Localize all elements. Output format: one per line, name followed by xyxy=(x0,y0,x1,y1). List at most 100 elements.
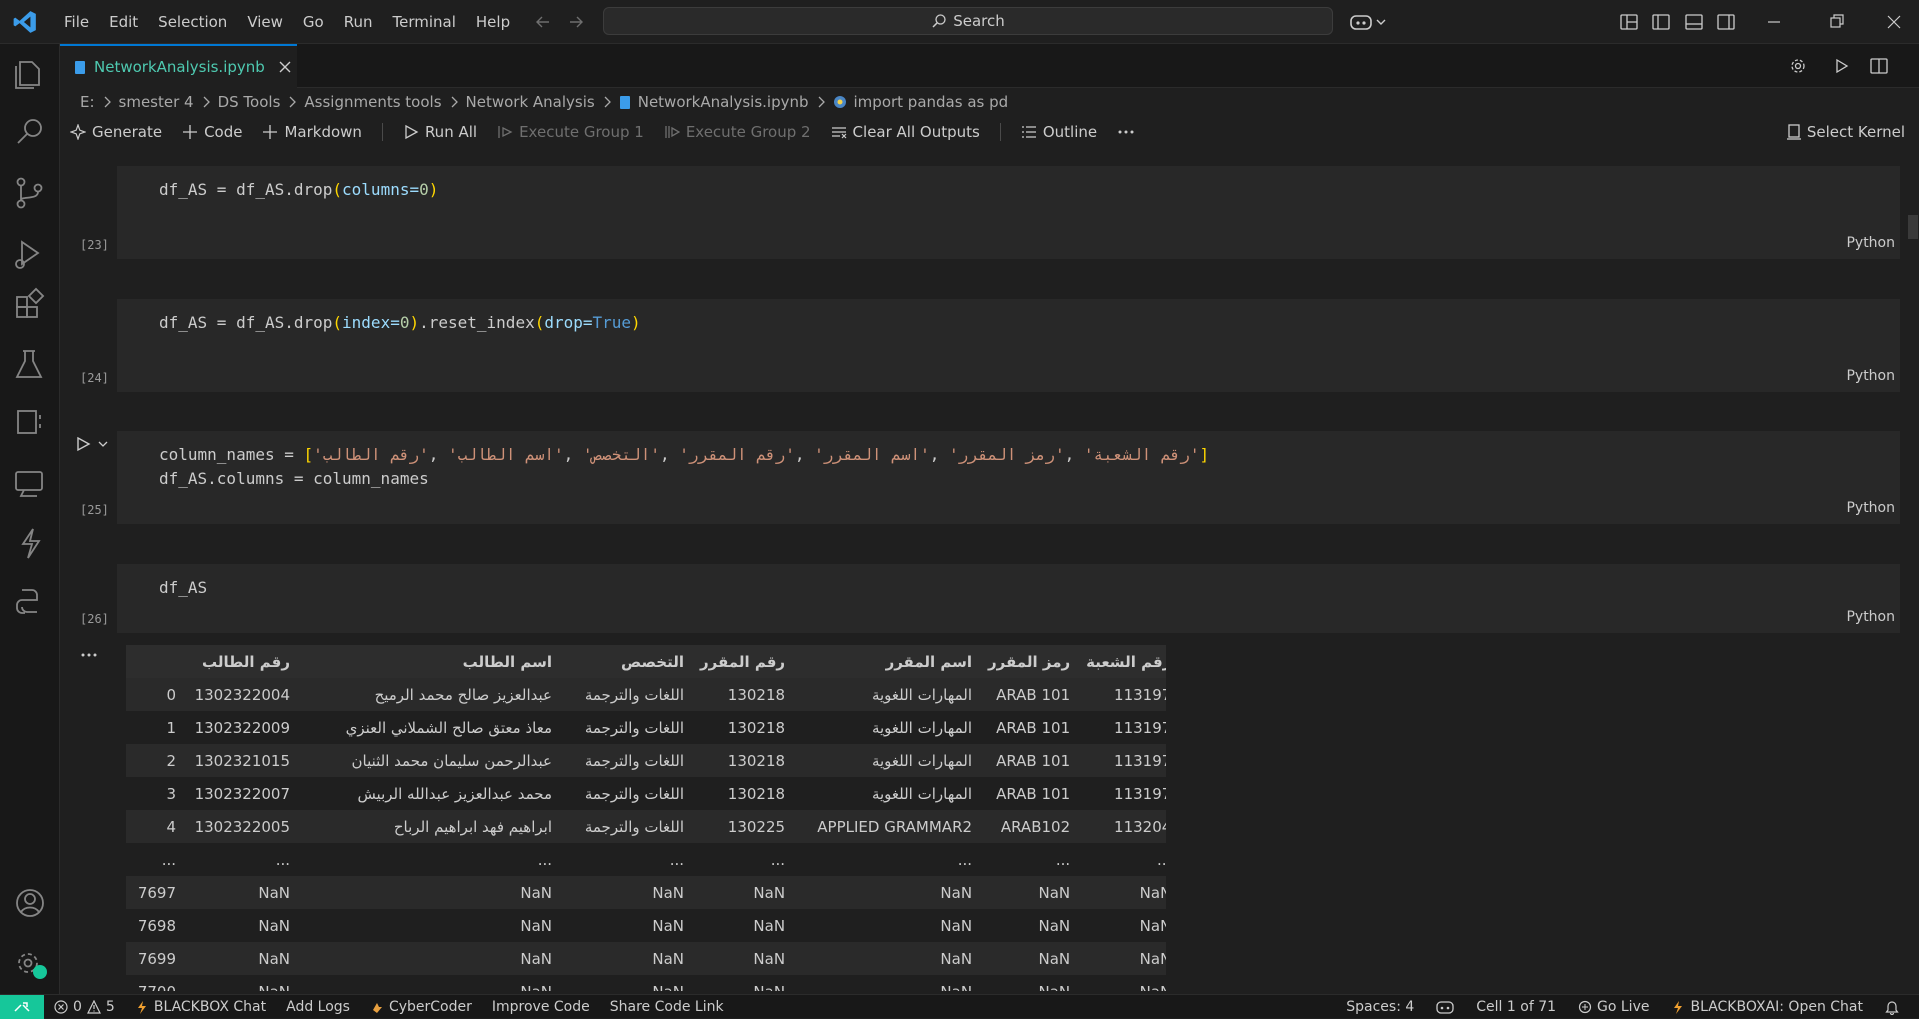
table-cell: 1302321015 xyxy=(194,751,290,770)
more-actions[interactable] xyxy=(1117,129,1135,135)
breadcrumb[interactable]: smester 4 xyxy=(118,93,194,111)
toolbar-button[interactable]: Outline xyxy=(1021,123,1097,141)
python-icon[interactable] xyxy=(16,589,38,614)
settings-icon[interactable] xyxy=(18,953,38,973)
layout-icon xyxy=(1685,14,1703,30)
menu-item[interactable]: File xyxy=(64,13,90,31)
extensions-icon[interactable] xyxy=(16,296,28,308)
notebook-icon[interactable] xyxy=(17,410,37,434)
scm-icon[interactable] xyxy=(20,186,39,201)
status-item[interactable]: BLACKBOX Chat xyxy=(135,999,266,1015)
menu-item[interactable]: Selection xyxy=(158,13,228,31)
testing-icon[interactable] xyxy=(15,350,43,378)
menu-item[interactable]: View xyxy=(247,13,283,31)
back-button[interactable] xyxy=(535,14,551,30)
breadcrumb[interactable]: NetworkAnalysis.ipynb xyxy=(637,93,809,111)
menu-item[interactable]: Run xyxy=(343,13,373,31)
copilot-status[interactable] xyxy=(1436,1000,1454,1014)
breadcrumb[interactable]: Network Analysis xyxy=(465,93,595,111)
icon-group xyxy=(15,61,45,973)
table-cell: NaN xyxy=(793,975,980,992)
debug-icon[interactable] xyxy=(15,259,25,269)
toolbar-button[interactable]: Code xyxy=(182,123,242,141)
remote-indicator[interactable] xyxy=(0,995,44,1019)
breadcrumb[interactable]: DS Tools xyxy=(217,93,281,111)
toolbar-button[interactable]: Execute Group 1 xyxy=(497,123,644,141)
scrollbar-thumb[interactable] xyxy=(1908,215,1918,239)
status-label: Spaces: 4 xyxy=(1346,999,1415,1015)
table-cell: ARAB102 xyxy=(1000,817,1071,836)
toolbar-button[interactable]: Run All xyxy=(403,123,477,141)
settings-icon[interactable] xyxy=(23,958,33,968)
code-cell[interactable]: df_AS = df_AS.drop(columns=0) xyxy=(117,166,1900,259)
layout-controls[interactable] xyxy=(1620,13,1736,31)
toolbar-button[interactable]: Execute Group 2 xyxy=(664,123,811,141)
status-item[interactable]: Improve Code xyxy=(492,999,590,1015)
toolbar-button[interactable]: Generate xyxy=(70,123,162,141)
blackbox-icon[interactable] xyxy=(21,528,41,559)
forward-button[interactable] xyxy=(568,14,584,30)
window-controls[interactable] xyxy=(1768,13,1908,31)
code-token: df_AS.columns = column_names xyxy=(159,469,429,488)
toolbar-label: Generate xyxy=(92,123,163,141)
account-icon[interactable] xyxy=(24,893,36,905)
status-left: 0 5 BLACKBOX Chat Add Logs CyberCoder Improve… xyxy=(54,995,724,1019)
scm-icon[interactable] xyxy=(33,183,43,193)
status-item[interactable]: CyberCoder xyxy=(370,999,472,1015)
breadcrumb[interactable]: import pandas as pd xyxy=(853,93,1009,111)
breadcrumb[interactable]: Assignments tools xyxy=(304,93,442,111)
explorer-icon[interactable] xyxy=(15,61,40,89)
extensions-icon[interactable] xyxy=(27,287,45,305)
account-icon[interactable] xyxy=(20,906,40,913)
extensions-icon[interactable] xyxy=(16,306,28,318)
toolbar-button[interactable]: Markdown xyxy=(262,123,362,141)
status-item[interactable]: Share Code Link xyxy=(610,999,724,1015)
menu-item[interactable]: Go xyxy=(302,13,324,31)
toolbar-label: Execute Group 1 xyxy=(519,123,644,141)
status-item[interactable]: Cell 1 of 71 xyxy=(1476,999,1556,1015)
account-icon[interactable] xyxy=(16,889,44,917)
editor-actions[interactable] xyxy=(1789,57,1899,75)
run-cell-button[interactable] xyxy=(76,436,112,452)
status-item[interactable]: Spaces: 4 xyxy=(1346,999,1414,1015)
status-item[interactable]: BLACKBOXAI: Open Chat xyxy=(1671,999,1863,1015)
menu-item[interactable]: Edit xyxy=(109,13,139,31)
breadcrumb[interactable]: E: xyxy=(80,93,95,111)
code-cell[interactable]: df_AS xyxy=(117,564,1900,633)
table-cell: 130218 xyxy=(727,685,786,704)
menu-item[interactable]: Terminal xyxy=(392,13,456,31)
code-cell[interactable]: df_AS = df_AS.drop(index=0).reset_index(… xyxy=(117,299,1900,392)
output-actions[interactable] xyxy=(80,652,98,658)
search-icon[interactable] xyxy=(24,119,42,137)
window-icons xyxy=(1768,14,1901,29)
scm-icon[interactable] xyxy=(16,177,26,187)
remote-icon[interactable] xyxy=(19,489,37,497)
toolbar-button[interactable]: Clear All Outputs xyxy=(831,123,980,141)
remote-icon[interactable] xyxy=(15,471,43,491)
command-center[interactable]: Search xyxy=(603,7,1333,35)
app-logo[interactable] xyxy=(12,9,38,35)
status-icon-shape xyxy=(372,1003,382,1013)
data-row: 0 1302322004 عبدالعزيز صالح محمد الرميح الل… xyxy=(126,678,1166,711)
editor-tab[interactable]: NetworkAnalysis.ipynb xyxy=(60,44,297,88)
debug-icon[interactable] xyxy=(21,240,40,266)
tab-close[interactable] xyxy=(279,61,291,73)
scm-icon[interactable] xyxy=(16,199,26,209)
code-token: ( xyxy=(534,313,545,332)
menu-item[interactable]: Help xyxy=(475,13,511,31)
code-cell[interactable]: column_names = ['رقم الطالب', 'اسم الطال… xyxy=(117,431,1900,524)
status-item[interactable]: Go Live xyxy=(1578,999,1649,1015)
warning-icon xyxy=(86,1000,101,1014)
notifications[interactable] xyxy=(1885,999,1899,1015)
kernel-picker[interactable]: Select Kernel xyxy=(1786,116,1905,148)
table-cell: اللغات والترجمة xyxy=(584,817,684,836)
close-x xyxy=(279,61,291,73)
copilot-button[interactable] xyxy=(1350,12,1390,32)
copilot-icon-shape xyxy=(1440,1006,1444,1010)
toolbar-icon-shape xyxy=(70,124,86,140)
table-cell: 113204 xyxy=(1114,817,1166,836)
search-icon[interactable] xyxy=(17,133,28,144)
extensions-icon[interactable] xyxy=(26,306,38,318)
status-item[interactable]: Add Logs xyxy=(286,999,350,1015)
